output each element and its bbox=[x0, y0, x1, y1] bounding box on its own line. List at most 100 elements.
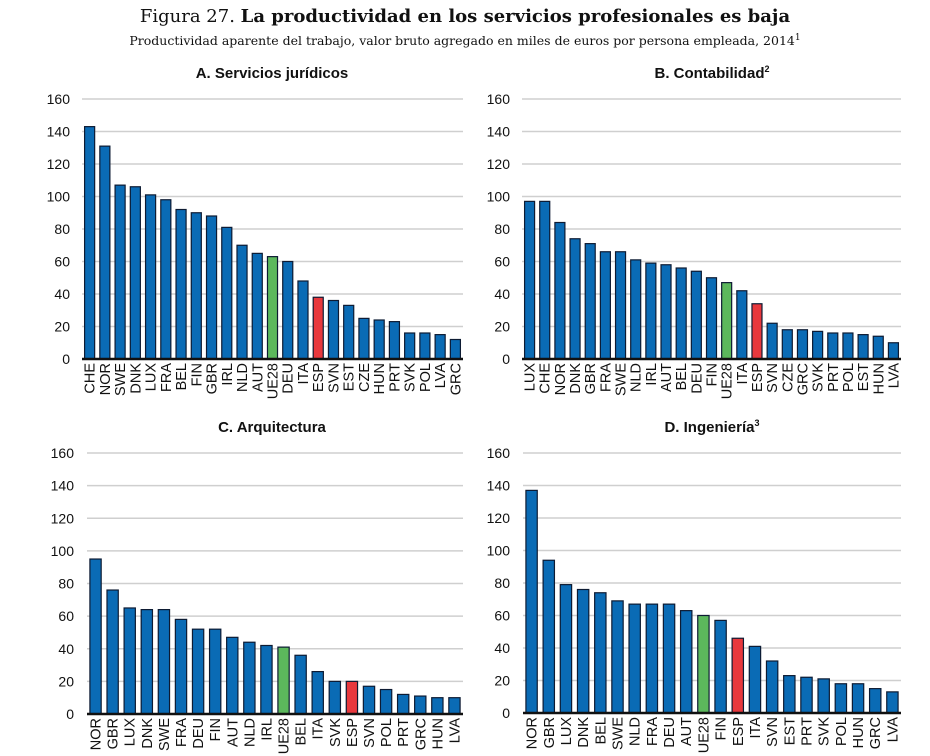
x-tick-label: POL bbox=[418, 363, 434, 392]
x-tick-label: IRL bbox=[220, 363, 236, 386]
bar-hun bbox=[373, 319, 385, 360]
figure-subtitle-text: Productividad aparente del trabajo, valo… bbox=[129, 33, 795, 49]
bar-swe bbox=[157, 608, 171, 715]
x-tick-label: DEU bbox=[281, 363, 297, 394]
y-tick-label: 0 bbox=[66, 706, 74, 722]
bar-esp bbox=[312, 296, 324, 360]
bar-esp bbox=[345, 680, 359, 715]
x-tick-label: PRT bbox=[387, 363, 403, 392]
x-tick-label: SWE bbox=[157, 718, 173, 751]
x-tick-label: GRC bbox=[795, 363, 811, 395]
bar-deu bbox=[191, 628, 205, 715]
bar-nld bbox=[628, 603, 641, 714]
bar-deu bbox=[282, 260, 294, 360]
panel-title-text: A. Servicios jurídicos bbox=[196, 65, 349, 82]
x-tick-label: FRA bbox=[174, 718, 190, 747]
x-tick-label: GBR bbox=[106, 718, 122, 749]
figure-number: Figura 27. bbox=[139, 6, 235, 27]
y-tick-label: 60 bbox=[54, 254, 70, 270]
figure-title: Figura 27. La productividad en los servi… bbox=[0, 6, 930, 27]
x-tick-label: NOR bbox=[89, 718, 105, 750]
x-tick-label: ESP bbox=[750, 363, 766, 392]
y-tick-label: 20 bbox=[54, 319, 70, 335]
x-tick-label: BEL bbox=[294, 718, 310, 745]
bar-nor bbox=[99, 145, 111, 360]
x-tick-label: POL bbox=[841, 363, 857, 392]
bar-dnk bbox=[129, 186, 141, 360]
x-tick-label: UE28 bbox=[720, 363, 736, 399]
bar-prt bbox=[800, 676, 813, 714]
bar-lva bbox=[887, 342, 900, 360]
x-tick-label: ESP bbox=[731, 717, 747, 746]
x-tick-label: ITA bbox=[296, 363, 312, 385]
bar-grc bbox=[796, 329, 809, 360]
figure-subtitle-note: 1 bbox=[794, 33, 801, 43]
bar-lux bbox=[523, 200, 536, 360]
x-tick-label: LUX bbox=[523, 363, 539, 392]
bar-deu bbox=[690, 270, 702, 360]
y-tick-label: 40 bbox=[494, 640, 510, 656]
x-tick-label: IRL bbox=[259, 718, 275, 741]
bar-pol bbox=[834, 683, 848, 714]
x-tick-label: IRL bbox=[644, 363, 660, 386]
x-tick-label: GBR bbox=[583, 363, 599, 394]
x-tick-label: GBR bbox=[542, 717, 558, 748]
y-tick-label: 0 bbox=[502, 351, 510, 367]
x-tick-label: FRA bbox=[159, 363, 175, 392]
x-tick-label: ESP bbox=[345, 718, 361, 747]
bar-nor bbox=[525, 489, 538, 714]
bar-svn bbox=[327, 299, 340, 360]
y-tick-label: 40 bbox=[494, 286, 510, 302]
x-tick-label: FIN bbox=[189, 363, 205, 386]
bar-nld bbox=[236, 244, 248, 360]
x-tick-label: PRT bbox=[800, 717, 816, 746]
bar-aut bbox=[251, 252, 263, 360]
bar-dnk bbox=[140, 608, 154, 715]
x-tick-label: LUX bbox=[123, 718, 139, 747]
bar-pol bbox=[842, 332, 854, 360]
x-tick-label: EST bbox=[782, 717, 798, 745]
x-tick-label: CHE bbox=[538, 363, 554, 394]
x-tick-label: HUN bbox=[430, 718, 446, 749]
bar-fin bbox=[190, 212, 202, 360]
x-tick-label: SVK bbox=[811, 363, 827, 392]
y-tick-label: 120 bbox=[51, 510, 75, 526]
bar-nor bbox=[554, 221, 566, 360]
x-tick-label: POL bbox=[379, 718, 395, 747]
y-tick-label: 80 bbox=[494, 575, 510, 591]
x-tick-label: SWE bbox=[611, 717, 627, 750]
bar-pol bbox=[379, 688, 393, 715]
bar-lva bbox=[448, 697, 461, 715]
bar-svn bbox=[766, 322, 778, 360]
bar-cze bbox=[781, 329, 793, 360]
panel-title: A. Servicios jurídicos bbox=[196, 65, 349, 82]
bar-lux bbox=[144, 194, 157, 360]
chart-panel-d: D. Ingeniería3 0 20 40 60 80 100 120 140 160 NOR GB… bbox=[487, 418, 902, 753]
x-tick-label: GRC bbox=[448, 363, 464, 395]
x-tick-label: UE28 bbox=[266, 363, 282, 399]
bar-gbr bbox=[584, 243, 596, 360]
bar-svk bbox=[812, 330, 824, 360]
bar-swe bbox=[114, 184, 126, 360]
y-tick-label: 20 bbox=[58, 673, 74, 689]
panel-title-text: C. Arquitectura bbox=[218, 419, 326, 436]
bar-che bbox=[83, 126, 96, 360]
bar-svk bbox=[328, 680, 342, 715]
x-tick-label: SVN bbox=[765, 363, 781, 393]
bar-svk bbox=[404, 332, 416, 360]
bar-dnk bbox=[576, 588, 590, 714]
bar-pol bbox=[419, 332, 431, 360]
bar-gbr bbox=[542, 559, 556, 714]
bar-svn bbox=[765, 660, 779, 714]
bar-nld bbox=[243, 641, 256, 715]
x-tick-label: GBR bbox=[205, 363, 221, 394]
x-tick-label: SVK bbox=[403, 363, 419, 392]
bar-aut bbox=[226, 636, 239, 715]
bar-ita bbox=[311, 670, 324, 715]
y-tick-label: 20 bbox=[494, 673, 510, 689]
bar-fra bbox=[599, 251, 611, 360]
x-tick-label: DNK bbox=[568, 363, 584, 394]
x-tick-label: DEU bbox=[191, 718, 207, 749]
bar-svk bbox=[817, 678, 830, 714]
